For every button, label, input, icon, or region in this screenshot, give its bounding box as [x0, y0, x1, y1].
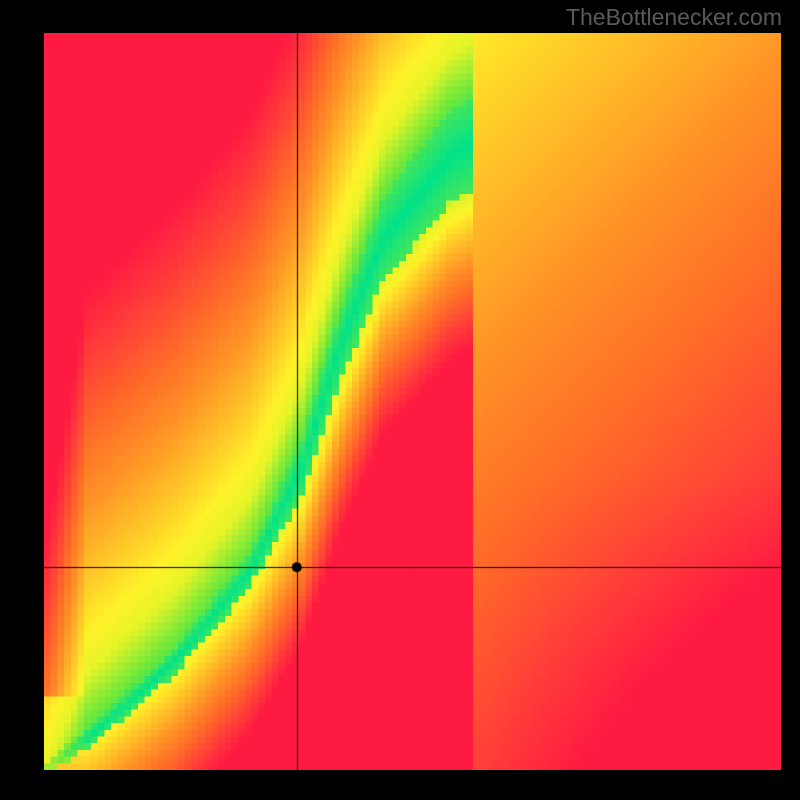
overlay-canvas	[0, 0, 800, 800]
chart-container: TheBottlenecker.com	[0, 0, 800, 800]
watermark-text: TheBottlenecker.com	[566, 4, 782, 31]
